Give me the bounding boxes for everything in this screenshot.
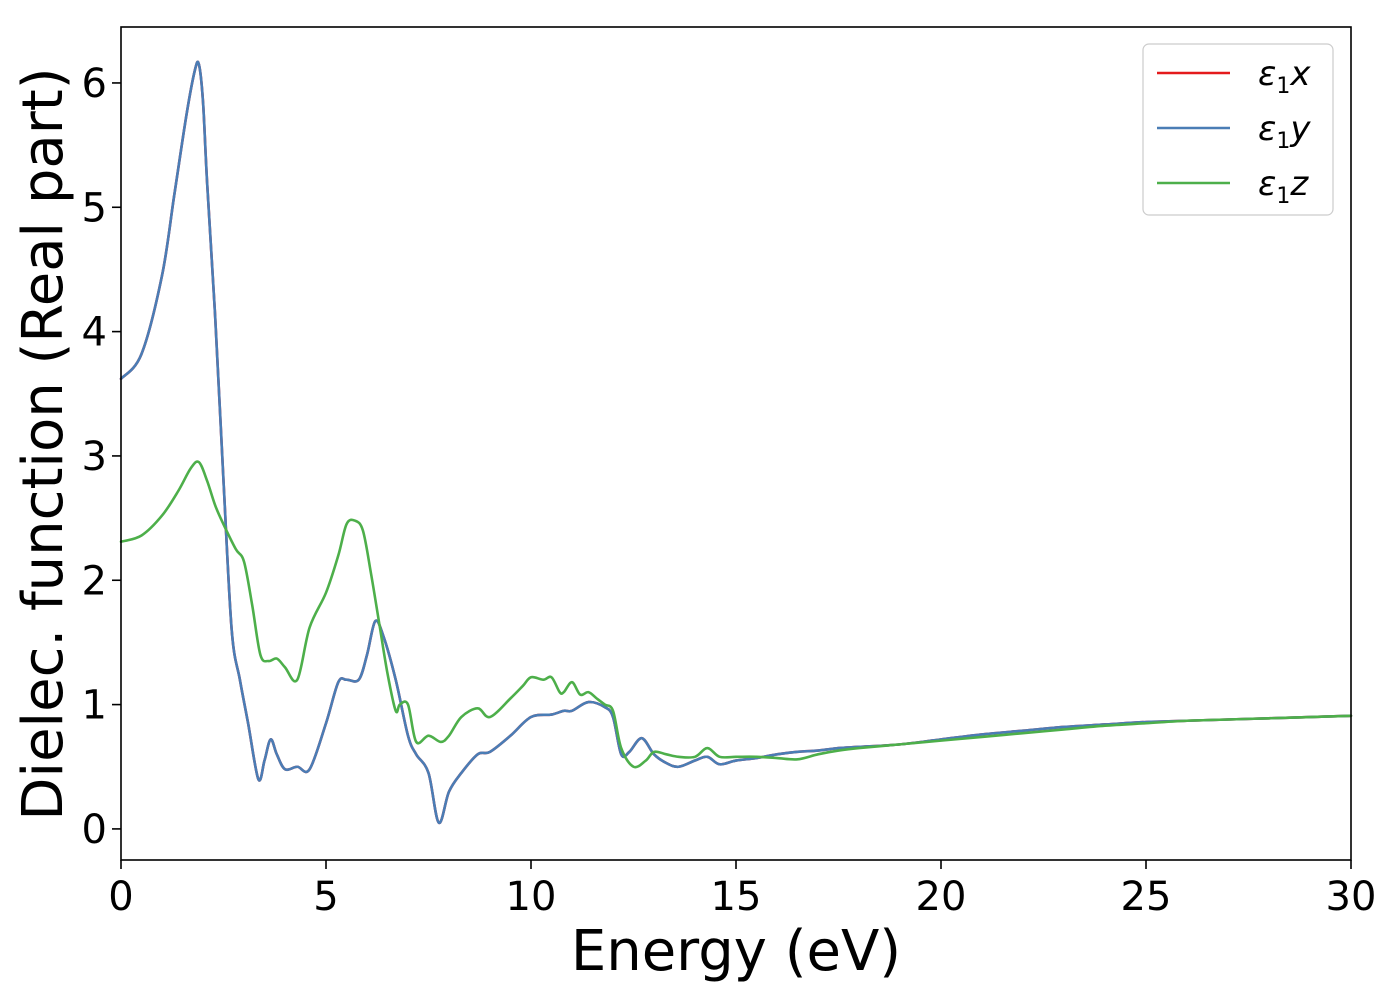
y-tick-label: 5: [82, 185, 107, 231]
x-tick-label: 15: [711, 874, 762, 920]
legend-label: ε1y: [1258, 109, 1311, 154]
legend-label: ε1z: [1258, 164, 1309, 209]
x-tick-label: 0: [108, 874, 133, 920]
series-line-y: [119, 60, 1353, 825]
y-axis-title: Dielec. function (Real part): [11, 67, 76, 820]
x-axis-title: Energy (eV): [571, 919, 901, 984]
y-tick-label: 4: [82, 310, 107, 356]
y-axis: 0 1 2 3 4 5 6: [82, 61, 121, 853]
x-tick-label: 25: [1121, 874, 1172, 920]
x-axis: 0 5 10 15 20 25 30: [108, 860, 1376, 920]
x-tick-label: 10: [506, 874, 557, 920]
y-tick-label: 6: [82, 61, 107, 107]
legend: ε1x ε1y ε1z: [1142, 43, 1334, 216]
x-tick-label: 30: [1326, 874, 1377, 920]
x-tick-label: 5: [313, 874, 338, 920]
legend-label: ε1x: [1258, 54, 1311, 99]
x-tick-label: 20: [916, 874, 967, 920]
y-tick-label: 0: [82, 807, 107, 853]
y-tick-label: 3: [82, 434, 107, 480]
series-layer: [119, 60, 1353, 825]
y-tick-label: 1: [82, 683, 107, 729]
series-line-z: [119, 460, 1353, 769]
legend-entries: ε1x ε1y ε1z: [1157, 54, 1311, 209]
legend-box: [1142, 43, 1334, 216]
y-tick-label: 2: [82, 558, 107, 604]
